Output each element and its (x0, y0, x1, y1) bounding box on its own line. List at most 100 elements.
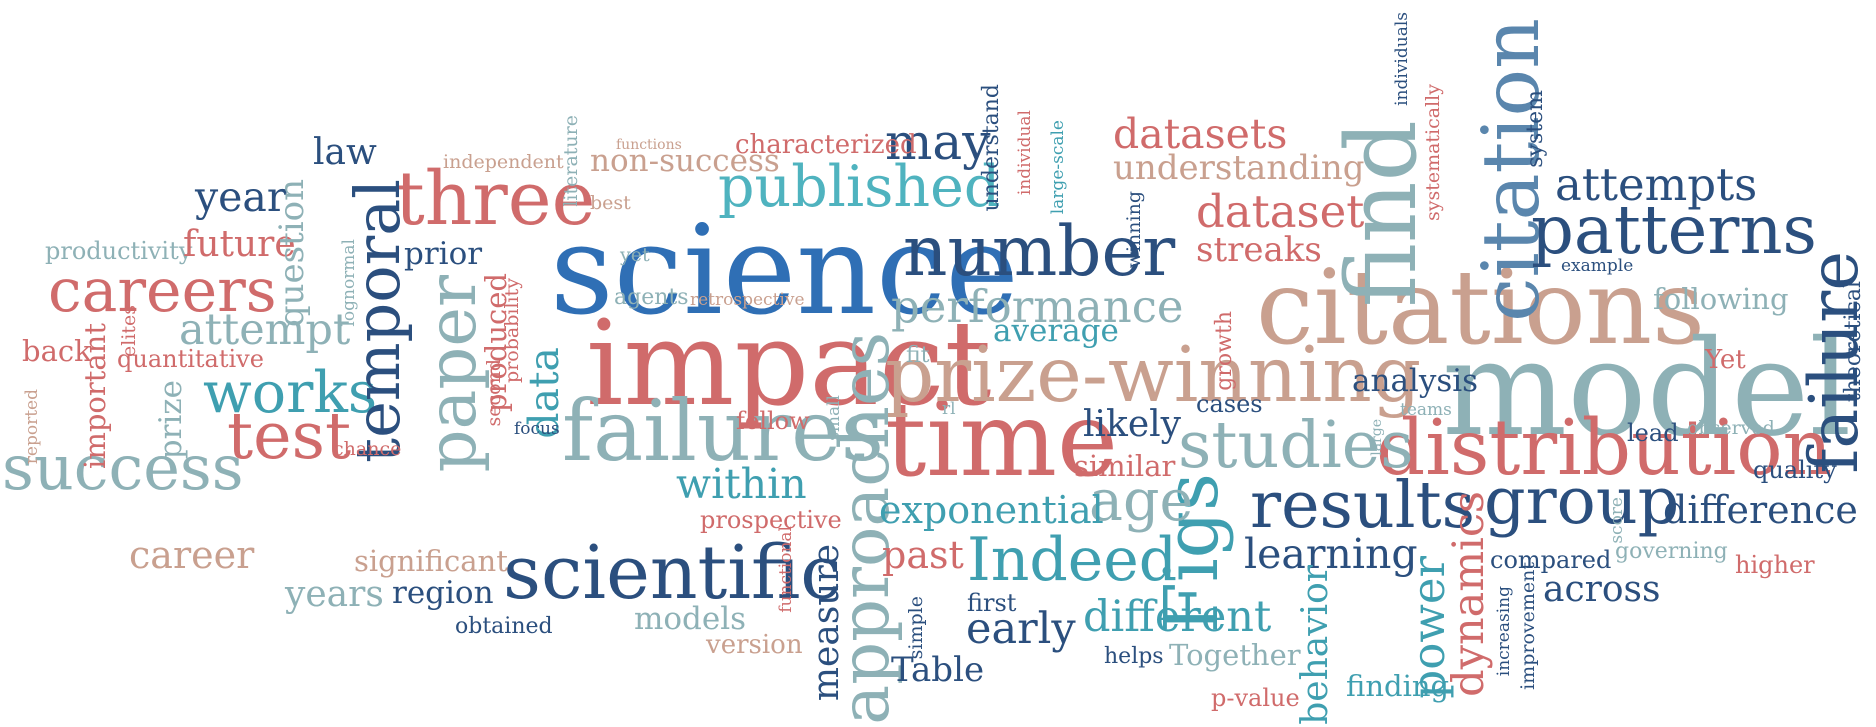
word-understand: understand (979, 84, 1004, 212)
word-patterns: patterns (1531, 191, 1817, 269)
word-datasets: datasets (1113, 110, 1288, 158)
word-independent: independent (443, 151, 564, 173)
word-failures: failures (562, 382, 884, 480)
word-follow: follow (736, 407, 810, 435)
word-works: works (203, 360, 378, 426)
word-similar: similar (1074, 449, 1176, 483)
word-governing: governing (1615, 539, 1728, 564)
word-prize-winning: prize-winning (885, 331, 1422, 420)
word-compared: compared (1490, 546, 1612, 574)
word-likely: likely (1083, 404, 1181, 445)
word-first: first (967, 589, 1017, 617)
word-behavior: behavior (1295, 565, 1336, 725)
word-increasing: increasing (1494, 586, 1514, 677)
word-understanding: understanding (1113, 148, 1365, 188)
word-dataset: dataset (1196, 185, 1365, 238)
word-dynamics: dynamics (1444, 491, 1494, 697)
word-functional: functional (776, 526, 796, 613)
word-may: may (885, 113, 991, 171)
word-streaks: streaks (1196, 230, 1322, 270)
word-three: three (395, 156, 596, 242)
word-within: within (676, 460, 807, 508)
word-winning: winning (1123, 191, 1145, 269)
word-quality: quality (1753, 456, 1837, 484)
word-reported: reported (22, 389, 42, 465)
word-focus: focus (514, 419, 560, 439)
word-measure: measure (806, 544, 847, 702)
word-observed: observed (1687, 417, 1775, 439)
word-best: best (590, 192, 631, 214)
word-important: important (78, 323, 112, 469)
word-year: year (195, 173, 287, 221)
word-published: published (718, 154, 1001, 220)
word-future: future (183, 224, 296, 265)
word-together: Together (1169, 638, 1301, 672)
word-non-success: non-success (590, 143, 780, 179)
word-distribution: distribution (1376, 404, 1833, 493)
word-small: small (824, 395, 844, 441)
word-time: time (885, 380, 1118, 500)
word-large-scale: large-scale (1048, 120, 1068, 215)
word-age: age (1089, 468, 1194, 534)
word-attempt: attempt (179, 305, 351, 355)
word-large: large (1369, 419, 1385, 456)
word-functions: functions (616, 137, 682, 153)
word-helps: helps (1104, 644, 1164, 669)
word-test: test (227, 399, 352, 474)
word-models: models (634, 601, 747, 637)
word-citation: citation (1465, 18, 1557, 322)
word-performance: performance (891, 280, 1184, 333)
word-theoretical: theoretical (1841, 281, 1866, 403)
word-literature: literature (560, 115, 582, 207)
word-years: years (285, 574, 384, 615)
word-career: career (129, 533, 255, 577)
word-version: version (706, 630, 803, 660)
word-prize: prize (153, 380, 189, 460)
word-finding: finding (1346, 669, 1450, 703)
word-prospective: prospective (700, 506, 842, 534)
word-across: across (1543, 569, 1661, 610)
word-productivity: productivity (45, 237, 193, 265)
word-agents: agents (614, 285, 689, 310)
word-individuals: individuals (1392, 12, 1412, 106)
word-obtained: obtained (455, 614, 553, 639)
word-improvement: improvement (1517, 562, 1539, 690)
word-average: average (993, 313, 1119, 349)
word-following: following (1653, 282, 1789, 316)
word-growth: growth (1212, 311, 1237, 391)
word-analysis: analysis (1352, 363, 1479, 399)
word-fit: fit (906, 343, 930, 368)
word-different: different (1083, 592, 1272, 642)
word-scientific: scientific (503, 530, 842, 616)
word-region: region (392, 575, 494, 611)
word-system: system (1523, 90, 1548, 168)
word-produced: produced (479, 273, 513, 413)
word-quantitative: quantitative (117, 345, 264, 373)
word-characterized: characterized (735, 130, 917, 160)
word-score: score (1607, 497, 1627, 544)
word-success: success (2, 431, 244, 504)
word-lead: lead (1627, 419, 1679, 447)
word-learning: learning (1244, 530, 1418, 578)
word-science: science (550, 199, 1019, 343)
word-cases: cases (1196, 390, 1263, 418)
word-early: early (966, 604, 1076, 654)
word-systematically: systematically (1422, 84, 1444, 222)
word-example: example (1561, 256, 1634, 276)
word-paper: paper (413, 275, 491, 473)
word-retrospective: retrospective (690, 290, 805, 310)
word-impact: impact (586, 295, 992, 432)
word-results: results (1250, 468, 1476, 543)
word-yet-cap: Yet (1705, 345, 1746, 375)
word-individual: individual (1015, 110, 1035, 196)
word-p-value: p-value (1211, 684, 1300, 712)
word-careers: careers (48, 256, 277, 326)
word-higher: higher (1735, 551, 1815, 579)
word-past: past (882, 533, 964, 577)
word-yet: yet (620, 244, 650, 266)
word-indeed: Indeed (967, 525, 1178, 595)
word-model: model (1442, 312, 1852, 466)
word-rl: rl (942, 399, 956, 419)
word-number: number (903, 212, 1176, 292)
